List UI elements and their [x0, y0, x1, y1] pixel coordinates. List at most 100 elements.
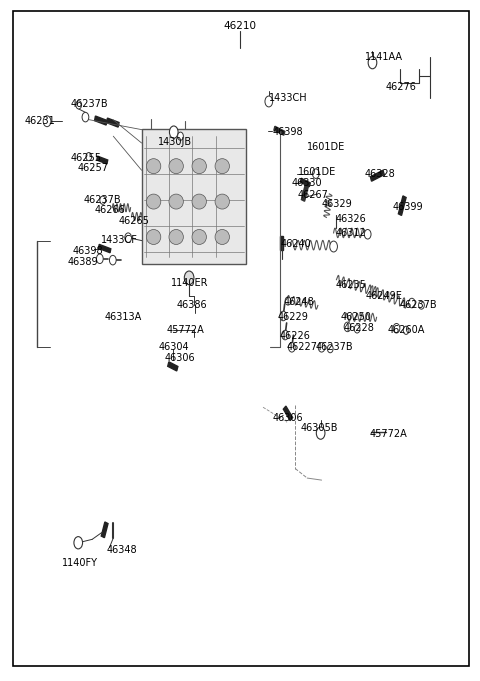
Text: 46398: 46398: [73, 246, 104, 255]
Text: 46260A: 46260A: [388, 325, 425, 334]
Circle shape: [330, 241, 337, 252]
Text: 46255: 46255: [71, 153, 102, 163]
Ellipse shape: [169, 229, 183, 244]
Text: 46326: 46326: [336, 215, 367, 224]
Text: 46305B: 46305B: [301, 423, 338, 432]
Polygon shape: [301, 185, 308, 202]
Ellipse shape: [215, 194, 229, 209]
Ellipse shape: [215, 229, 229, 244]
Text: 46257: 46257: [78, 163, 109, 173]
Text: 46237B: 46237B: [399, 300, 437, 310]
Ellipse shape: [146, 194, 161, 209]
Text: 46389: 46389: [67, 257, 98, 266]
Text: 46399: 46399: [393, 202, 423, 212]
Ellipse shape: [169, 194, 183, 209]
Text: 1601DE: 1601DE: [298, 167, 336, 176]
Text: 46229: 46229: [277, 313, 308, 322]
Polygon shape: [95, 116, 107, 125]
Circle shape: [178, 132, 183, 140]
Circle shape: [327, 345, 333, 353]
Ellipse shape: [215, 159, 229, 174]
Circle shape: [100, 196, 106, 204]
Polygon shape: [98, 244, 111, 253]
Polygon shape: [274, 126, 285, 136]
Ellipse shape: [169, 159, 183, 174]
Text: 46306: 46306: [272, 413, 303, 423]
Text: 46398: 46398: [273, 127, 303, 137]
Polygon shape: [371, 170, 384, 181]
Ellipse shape: [192, 159, 206, 174]
Text: 45772A: 45772A: [370, 430, 408, 439]
Text: 46312: 46312: [336, 228, 367, 238]
Text: 46240: 46240: [280, 239, 311, 249]
Circle shape: [368, 57, 377, 69]
Circle shape: [393, 323, 400, 333]
Circle shape: [265, 96, 273, 107]
Text: 46313A: 46313A: [105, 313, 142, 322]
Circle shape: [169, 126, 178, 138]
Text: 46276: 46276: [385, 82, 416, 92]
Circle shape: [76, 101, 82, 109]
Text: 46267: 46267: [298, 190, 328, 200]
Polygon shape: [107, 118, 119, 127]
Circle shape: [109, 255, 116, 265]
Text: 46266: 46266: [94, 206, 125, 215]
Text: 46231: 46231: [25, 116, 56, 126]
Circle shape: [364, 229, 371, 239]
Circle shape: [96, 254, 103, 264]
Text: 46265: 46265: [119, 216, 150, 225]
Text: 46237B: 46237B: [316, 343, 353, 352]
Text: 45772A: 45772A: [167, 325, 205, 334]
Bar: [142, 129, 246, 264]
Polygon shape: [300, 178, 310, 187]
Circle shape: [43, 116, 51, 127]
Circle shape: [344, 322, 351, 332]
Text: 46250: 46250: [341, 313, 372, 322]
Text: 46210: 46210: [224, 21, 256, 31]
Text: 46237B: 46237B: [84, 195, 121, 205]
Circle shape: [312, 169, 319, 178]
Polygon shape: [283, 406, 293, 421]
Text: 46329: 46329: [322, 200, 352, 209]
Text: 46348: 46348: [107, 545, 137, 555]
Text: 46386: 46386: [177, 300, 207, 310]
Polygon shape: [97, 156, 108, 164]
Text: 1140FY: 1140FY: [62, 558, 98, 567]
Text: 46306: 46306: [164, 353, 195, 363]
Text: 1433CH: 1433CH: [269, 93, 307, 103]
Circle shape: [125, 233, 132, 242]
Text: 46228: 46228: [344, 323, 374, 333]
Text: 46249E: 46249E: [366, 291, 403, 300]
Polygon shape: [168, 362, 178, 371]
Circle shape: [318, 343, 325, 352]
Circle shape: [316, 427, 325, 439]
Circle shape: [408, 298, 415, 308]
Circle shape: [354, 325, 360, 333]
Polygon shape: [101, 522, 108, 538]
Polygon shape: [280, 236, 283, 250]
Text: 1601DE: 1601DE: [307, 142, 346, 152]
Text: 46227: 46227: [287, 343, 318, 352]
Text: 46330: 46330: [292, 178, 323, 187]
Ellipse shape: [192, 229, 206, 244]
Text: 1433CF: 1433CF: [101, 235, 138, 244]
Text: 46226: 46226: [279, 332, 310, 341]
Circle shape: [419, 301, 424, 309]
Circle shape: [282, 330, 288, 340]
Circle shape: [184, 271, 194, 285]
Text: 46237B: 46237B: [71, 99, 108, 109]
Text: 46328: 46328: [365, 170, 396, 179]
Circle shape: [403, 326, 409, 334]
Ellipse shape: [146, 229, 161, 244]
Text: 46248: 46248: [283, 298, 314, 307]
Circle shape: [74, 537, 83, 549]
Polygon shape: [398, 196, 406, 215]
Circle shape: [82, 112, 89, 122]
Ellipse shape: [192, 194, 206, 209]
Text: 46235: 46235: [336, 280, 367, 289]
Circle shape: [86, 153, 92, 161]
Circle shape: [288, 343, 295, 352]
Text: 1141AA: 1141AA: [365, 52, 403, 62]
Circle shape: [280, 311, 287, 321]
Text: 46304: 46304: [158, 343, 189, 352]
